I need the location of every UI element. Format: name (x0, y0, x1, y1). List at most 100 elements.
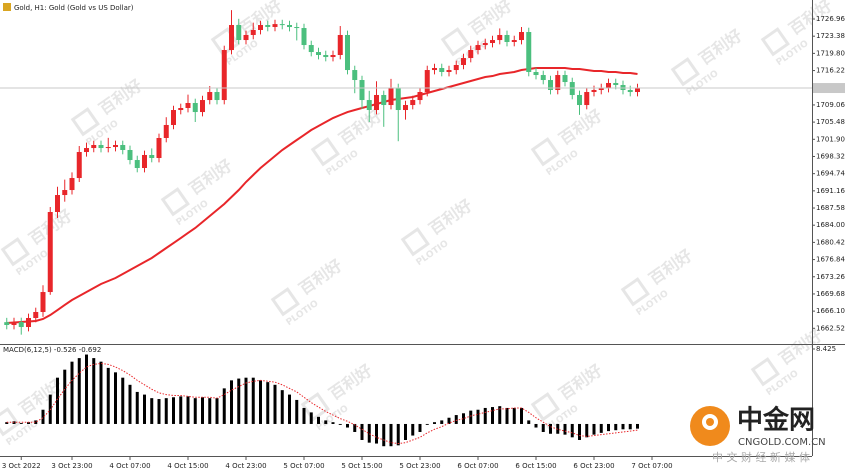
histogram-bar (34, 420, 38, 424)
candle-body (40, 292, 46, 312)
logo-tagline: 中 文 财 经 新 媒 体 (712, 450, 810, 464)
x-tick-label: 3 Oct 2022 (2, 462, 41, 470)
candle-body (171, 110, 176, 125)
candle-body (591, 89, 597, 93)
histogram-bar (324, 420, 328, 424)
logo-name: 中金网 (737, 405, 815, 436)
candle-body (250, 29, 256, 35)
chart-title: Gold, H1: Gold (Gold vs US Dollar) (14, 4, 134, 12)
watermark-icon (750, 357, 780, 387)
candle-body (91, 145, 97, 149)
y-tick-label: 1669.68 (816, 290, 845, 298)
indicator-title: MACD(6,12,5) -0.526 -0.692 (3, 346, 101, 354)
candle-body (352, 70, 358, 81)
candle-body (308, 45, 314, 53)
candle-body (272, 24, 278, 27)
histogram-bar (498, 406, 502, 424)
plot: 1726.961723.381719.801716.221712.641709.… (0, 10, 845, 470)
y-tick-label: 8.425 (816, 345, 836, 353)
histogram-bar (389, 423, 393, 447)
candle-body (446, 70, 452, 72)
watermark-icon (760, 27, 790, 57)
histogram-bar (411, 423, 415, 436)
watermark-icon (530, 392, 560, 422)
histogram-bar (469, 410, 473, 424)
histogram-bar (56, 377, 59, 424)
candle-body (207, 92, 213, 101)
candle-body (490, 40, 495, 44)
histogram-bar (447, 417, 451, 424)
candle-body (439, 68, 445, 72)
histogram-bar (70, 361, 74, 424)
histogram-bar (77, 358, 81, 424)
candle-body (4, 322, 10, 326)
histogram-bar (599, 423, 603, 433)
candle-body (388, 88, 394, 106)
candle-body (156, 137, 162, 159)
logo-icon-dot (706, 418, 714, 426)
candle-body (359, 80, 365, 101)
candle-body (258, 25, 263, 30)
candle-body (417, 92, 423, 101)
candle-body (47, 212, 53, 293)
y-tick-label: 1701.90 (816, 135, 845, 143)
watermark-icon (160, 187, 190, 217)
candle-body (98, 145, 104, 149)
histogram-bar (251, 377, 255, 424)
candle-body (432, 68, 437, 71)
watermark-icon (530, 137, 560, 167)
histogram-bar (331, 422, 335, 424)
histogram-bar (309, 412, 313, 424)
histogram-bar (346, 423, 349, 428)
candle-body (62, 190, 68, 196)
x-tick-label: 3 Oct 23:00 (51, 462, 92, 470)
x-tick-label: 4 Oct 23:00 (225, 462, 266, 470)
y-tick-label: 1709.06 (816, 101, 845, 109)
histogram-bar (273, 384, 277, 424)
candle-body (236, 25, 242, 41)
histogram-bar (454, 415, 458, 424)
watermark-icon (70, 107, 100, 137)
histogram-bar (106, 367, 110, 424)
candle-body (105, 147, 111, 149)
histogram-bar (360, 423, 364, 440)
watermark-icon (400, 227, 430, 257)
candle-body (504, 34, 510, 42)
candle-body (214, 92, 220, 101)
x-tick-label: 5 Oct 23:00 (399, 462, 440, 470)
candle-body (424, 70, 430, 93)
histogram-bar (505, 407, 509, 424)
histogram-bar (353, 423, 357, 432)
candle-body (18, 322, 24, 328)
histogram-bar (121, 377, 125, 424)
candle-body (482, 43, 488, 46)
y-tick-label: 1716.22 (816, 67, 845, 75)
x-tick-label: 6 Oct 15:00 (515, 462, 556, 470)
histogram-bar (201, 397, 204, 424)
histogram-bar (222, 388, 226, 424)
histogram-bar (404, 423, 407, 440)
histogram-bar (534, 423, 538, 428)
logo: 中金网 CNGOLD.COM.CN 中 文 财 经 新 媒 体 (690, 405, 826, 464)
histogram-bar (563, 423, 567, 435)
histogram-bar (295, 399, 299, 424)
candle-body (221, 50, 227, 101)
x-tick-label: 4 Oct 07:00 (109, 462, 150, 470)
candle-body (519, 32, 524, 41)
x-tick-label: 6 Oct 23:00 (573, 462, 614, 470)
histogram-bar (230, 380, 233, 424)
candle-body (410, 100, 416, 106)
histogram-bar (237, 378, 241, 424)
candle-body (475, 45, 481, 51)
histogram-bar (208, 398, 212, 424)
candle-body (337, 34, 343, 56)
histogram-bar (578, 423, 581, 440)
histogram-bar (592, 423, 596, 435)
current-price-tag (813, 83, 845, 94)
candle-body (76, 152, 82, 179)
histogram-bar (244, 377, 248, 424)
histogram-bar (179, 396, 183, 424)
histogram-bar (418, 423, 422, 432)
y-tick-label: 1662.52 (816, 324, 845, 332)
